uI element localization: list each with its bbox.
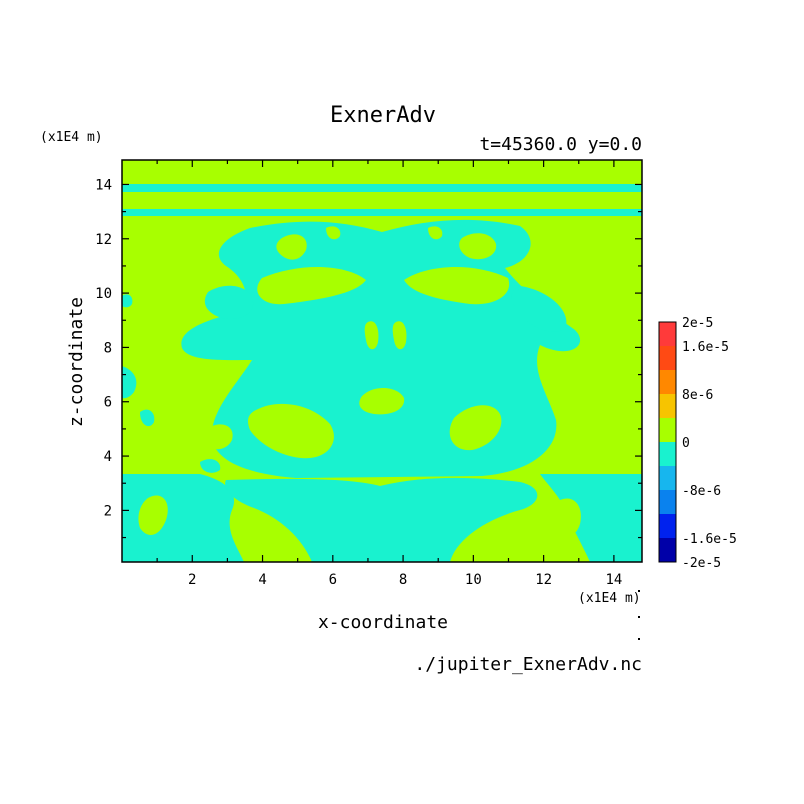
- x-axis-ticks: [156, 160, 615, 562]
- y-tick-label: 14: [95, 177, 112, 193]
- colorbar-label: -2e-5: [682, 556, 721, 571]
- colorbar-label: -1.6e-5: [682, 532, 737, 547]
- chart-subtitle: t=45360.0 y=0.0: [479, 134, 642, 155]
- colorbar-labels: 2e-5 1.6e-5 8e-6 0 -8e-6 -1.6e-5 -2e-5: [682, 316, 737, 571]
- y-tick-label: 4: [104, 449, 112, 465]
- x-unit-label: (x1E4 m): [578, 591, 641, 606]
- x-tick-label: 4: [258, 572, 266, 588]
- y-tick-label: 2: [104, 503, 112, 519]
- colorbar-swatch: [659, 370, 676, 394]
- plot-frame: [121, 159, 643, 563]
- x-tick-label: 2: [188, 572, 196, 588]
- x-axis-title: x-coordinate: [318, 612, 448, 633]
- source-file-label: ./jupiter_ExnerAdv.nc: [414, 654, 642, 675]
- colorbar-swatch: [659, 442, 676, 466]
- x-tick-label: 8: [399, 572, 407, 588]
- y-unit-label: (x1E4 m): [40, 130, 103, 145]
- colorbar-label: 0: [682, 436, 690, 451]
- y-tick-label: 10: [95, 286, 112, 302]
- colorbar-swatch: [659, 514, 676, 538]
- x-tick-label: 12: [535, 572, 552, 588]
- y-axis-ticks: [122, 183, 642, 539]
- colorbar-swatch: [659, 346, 676, 370]
- colorbar: [658, 321, 677, 563]
- y-axis-title: z-coordinate: [66, 297, 87, 427]
- colorbar-swatch: [659, 490, 676, 514]
- colorbar-frame: [658, 321, 677, 563]
- x-tick-label: 14: [605, 572, 622, 588]
- colorbar-label: -8e-6: [682, 484, 721, 499]
- colorbar-swatch: [659, 466, 676, 490]
- y-axis-tick-labels: 2 4 6 8 10 12 14: [95, 177, 112, 519]
- x-axis-tick-labels: 2 4 6 8 10 12 14: [188, 572, 622, 588]
- y-tick-label: 8: [104, 340, 112, 356]
- x-tick-label: 6: [329, 572, 337, 588]
- x-tick-label: 10: [465, 572, 482, 588]
- chart-title: ExnerAdv: [330, 103, 436, 128]
- colorbar-label: 2e-5: [682, 316, 713, 331]
- plot-area: [122, 160, 642, 562]
- colorbar-swatch: [659, 322, 676, 346]
- colorbar-swatch: [659, 394, 676, 418]
- y-tick-label: 12: [95, 232, 112, 248]
- y-tick-label: 6: [104, 395, 112, 411]
- colorbar-swatch: [659, 418, 676, 442]
- colorbar-swatch: [659, 538, 676, 562]
- field-positive-islands: [138, 226, 603, 536]
- decorative-marks: [638, 590, 640, 640]
- colorbar-label: 1.6e-5: [682, 340, 729, 355]
- colorbar-label: 8e-6: [682, 388, 713, 403]
